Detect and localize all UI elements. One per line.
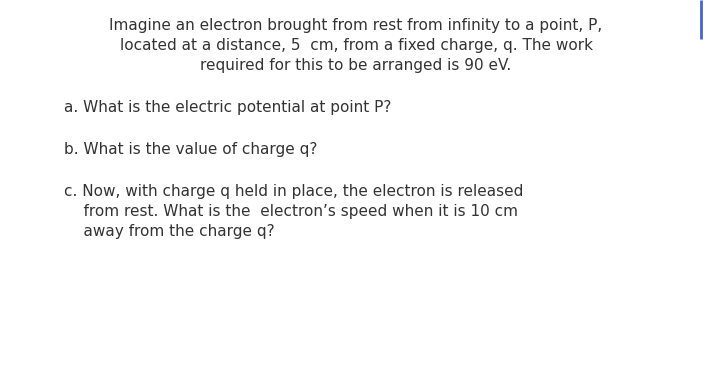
- Text: a. What is the electric potential at point P?: a. What is the electric potential at poi…: [64, 100, 392, 115]
- Text: b. What is the value of charge q?: b. What is the value of charge q?: [64, 142, 318, 157]
- Text: from rest. What is the  electron’s speed when it is 10 cm: from rest. What is the electron’s speed …: [64, 204, 518, 219]
- Text: Imagine an electron brought from rest from infinity to a point, P,: Imagine an electron brought from rest fr…: [110, 18, 602, 33]
- Text: away from the charge q?: away from the charge q?: [64, 224, 275, 239]
- Text: c. Now, with charge q held in place, the electron is released: c. Now, with charge q held in place, the…: [64, 184, 523, 199]
- Text: located at a distance, 5  cm, from a fixed charge, q. The work: located at a distance, 5 cm, from a fixe…: [120, 38, 592, 53]
- Text: required for this to be arranged is 90 eV.: required for this to be arranged is 90 e…: [200, 58, 512, 73]
